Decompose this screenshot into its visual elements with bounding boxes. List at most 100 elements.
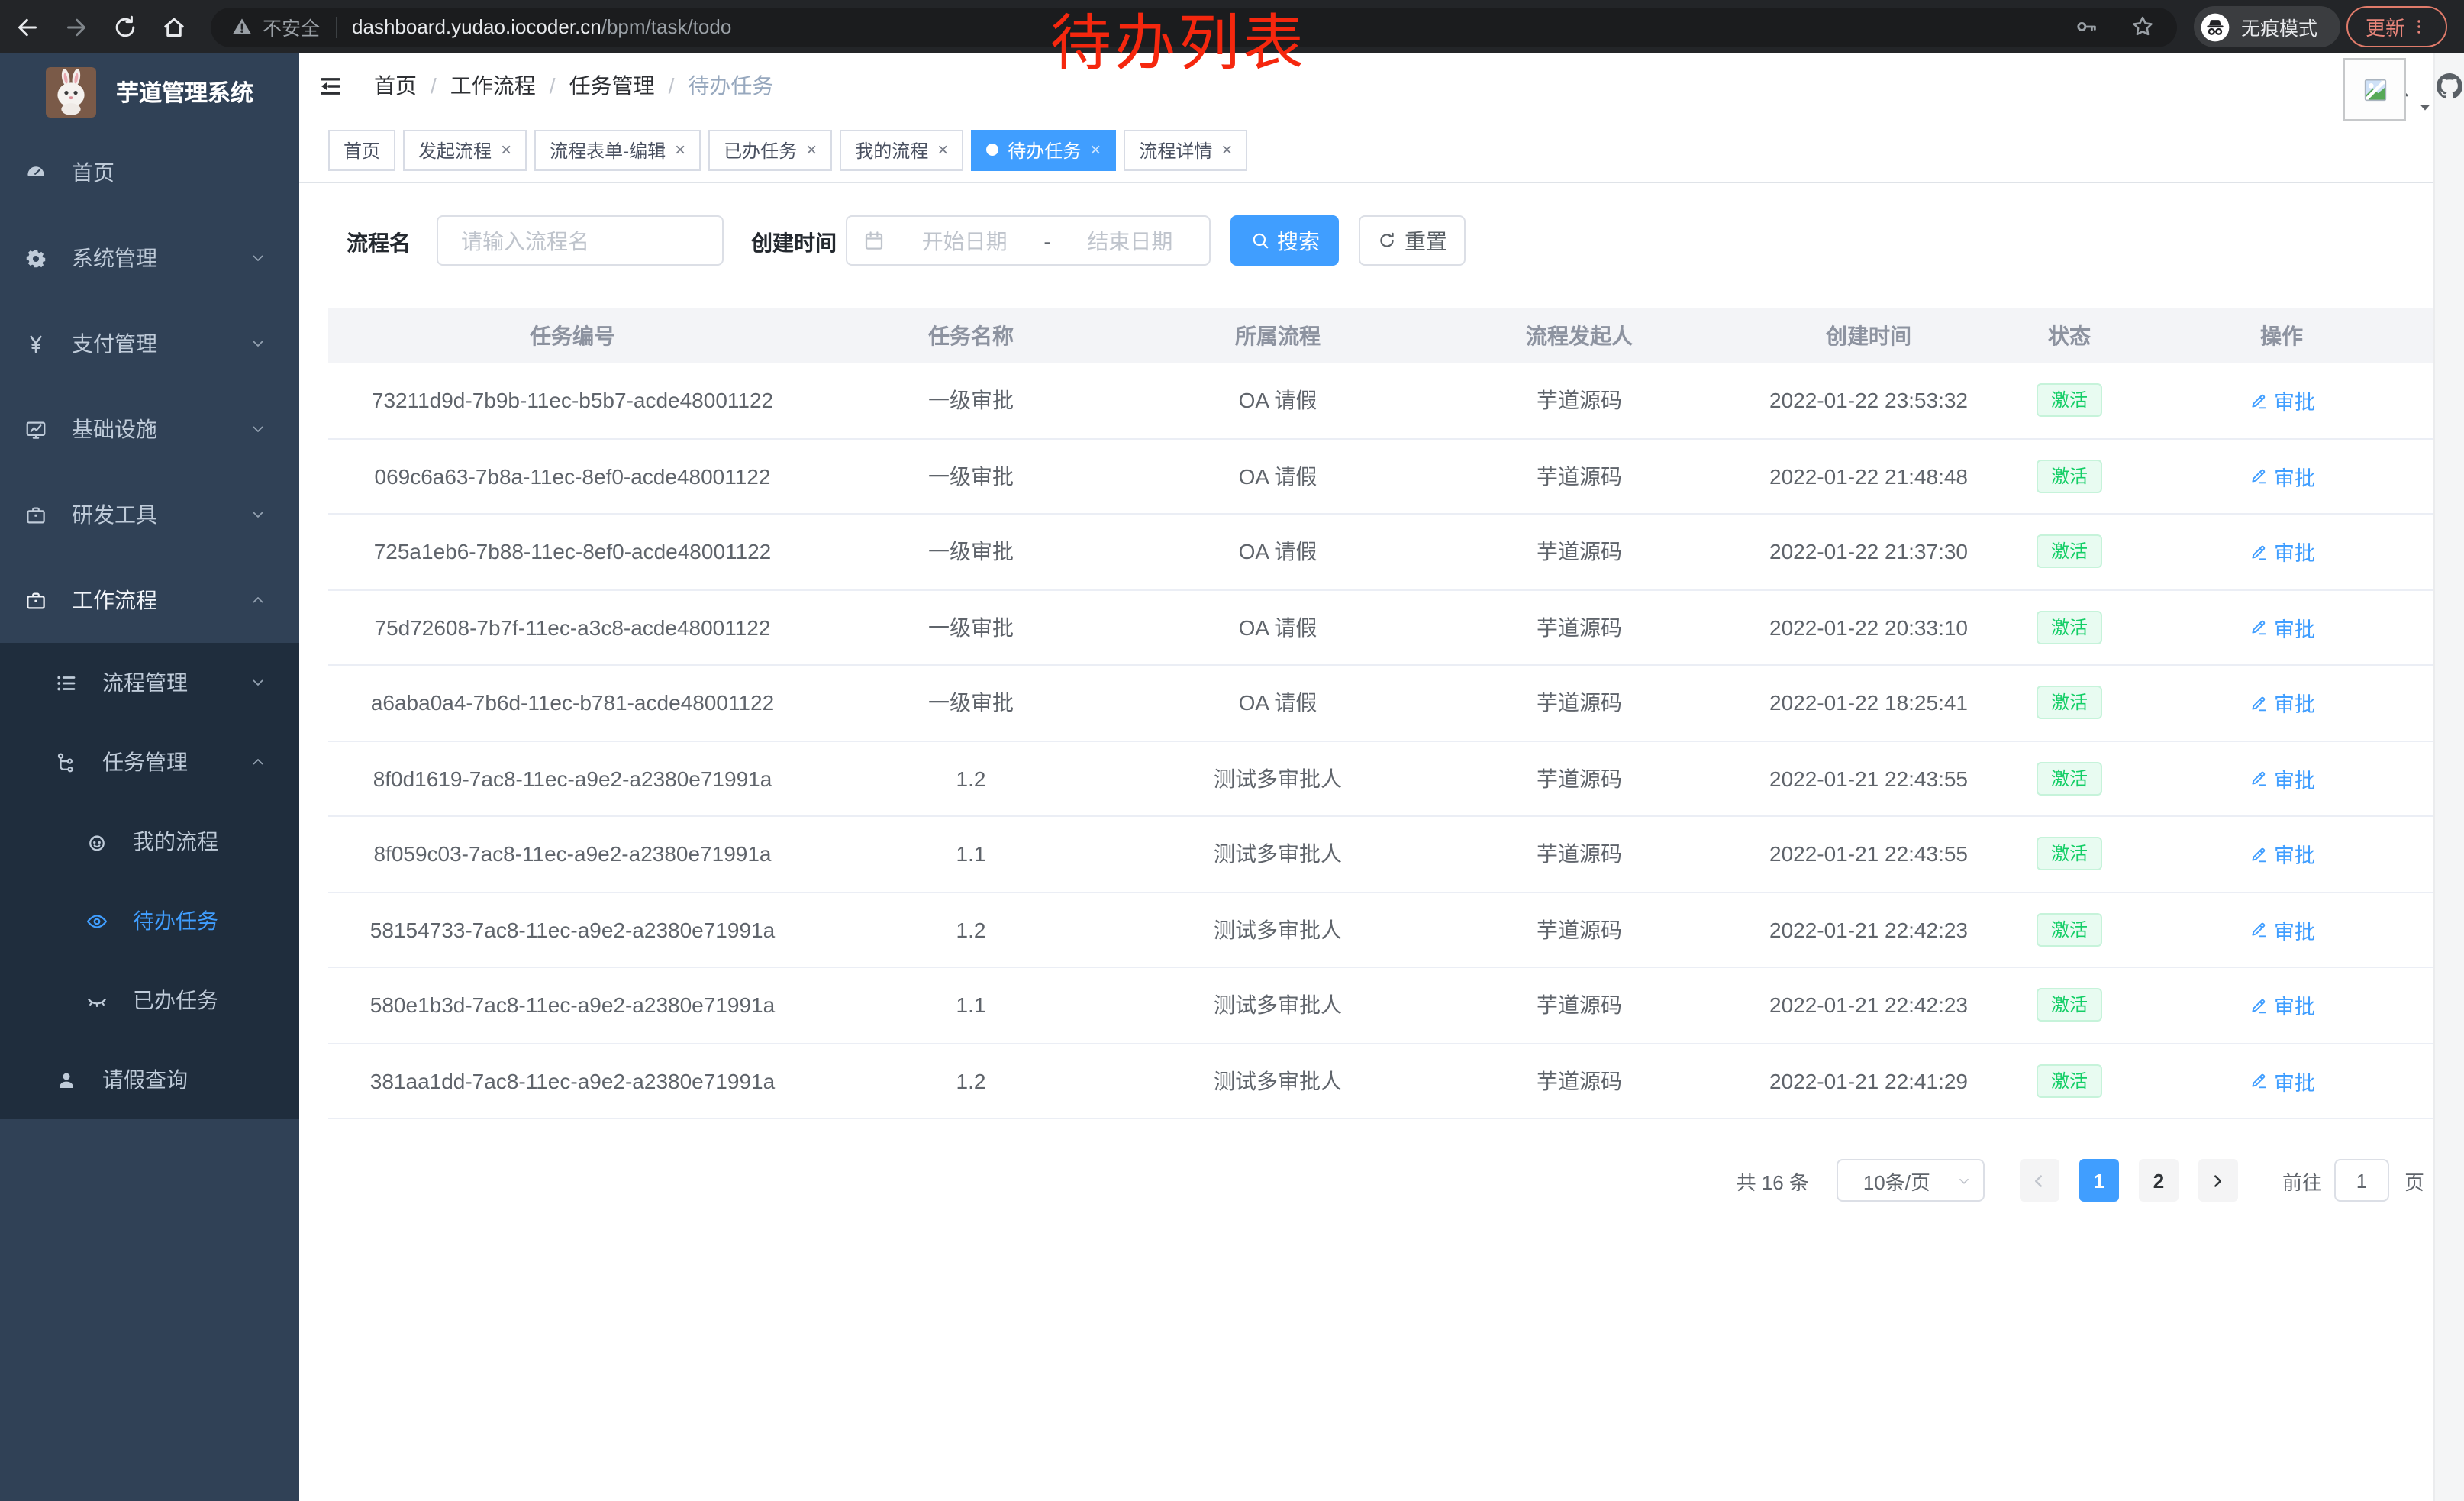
breadcrumb-item[interactable]: 首页: [374, 73, 417, 98]
approve-link[interactable]: 审批: [2248, 1066, 2315, 1096]
incognito-badge: 无痕模式: [2194, 6, 2340, 47]
page-number-button[interactable]: 1: [2079, 1159, 2119, 1202]
sidebar-item-workflow[interactable]: 工作流程: [0, 557, 299, 643]
task-initiator: 芋道源码: [1537, 388, 1622, 413]
tab-start[interactable]: 发起流程 ×: [403, 129, 527, 170]
reset-button[interactable]: 重置: [1359, 215, 1466, 266]
close-icon[interactable]: ×: [937, 139, 949, 160]
approve-link[interactable]: 审批: [2248, 839, 2315, 870]
task-created: 2022-01-21 22:41:29: [1769, 1068, 1968, 1093]
update-button[interactable]: 更新: [2346, 6, 2447, 47]
tab-todo[interactable]: 待办任务 ×: [971, 129, 1117, 170]
approve-link[interactable]: 审批: [2248, 612, 2315, 643]
tab-home[interactable]: 首页 ×: [328, 129, 396, 170]
tab-done[interactable]: 已办任务 ×: [708, 129, 833, 170]
eye-open-icon: [85, 909, 108, 932]
sidebar-item-task-mgmt[interactable]: 任务管理: [0, 722, 299, 802]
close-icon[interactable]: ×: [1221, 139, 1233, 160]
fold-icon[interactable]: [318, 73, 343, 98]
task-name: 一级审批: [928, 690, 1014, 715]
sidebar-item-system[interactable]: 系统管理: [0, 215, 299, 301]
sidebar-item-my-process[interactable]: 我的流程: [0, 802, 299, 881]
chevron-left-icon: [2030, 1170, 2050, 1190]
scrollbar-track[interactable]: [2433, 53, 2464, 1501]
approve-link[interactable]: 审批: [2248, 461, 2315, 492]
tab-detail[interactable]: 流程详情 ×: [1124, 129, 1248, 170]
edit-icon: [2248, 996, 2268, 1015]
task-id: 8f059c03-7ac8-11ec-a9e2-a2380e71991a: [373, 841, 772, 867]
table-row: 8f059c03-7ac8-11ec-a9e2-a2380e71991a 1.1…: [328, 817, 2433, 893]
address-bar[interactable]: 不安全 dashboard.yudao.iocoder.cn/bpm/task/…: [211, 7, 2177, 47]
breadcrumb-separator: /: [668, 73, 675, 98]
breadcrumb-item[interactable]: 工作流程: [450, 73, 536, 98]
sidebar-item-home[interactable]: 首页: [0, 130, 299, 215]
avatar[interactable]: [2343, 58, 2406, 121]
sidebar-item-leave-query[interactable]: 请假查询: [0, 1040, 299, 1119]
sidebar-item-done-task[interactable]: 已办任务: [0, 960, 299, 1040]
process-name-input[interactable]: [437, 215, 724, 266]
tab-mine[interactable]: 我的流程 ×: [840, 129, 964, 170]
caret-down-icon[interactable]: [2417, 99, 2433, 116]
next-page-button[interactable]: [2198, 1159, 2238, 1202]
task-initiator: 芋道源码: [1537, 766, 1622, 791]
tab-form-edit[interactable]: 流程表单-编辑 ×: [534, 129, 701, 170]
star-icon[interactable]: [2130, 14, 2156, 40]
prev-page-button[interactable]: [2019, 1159, 2059, 1202]
close-icon[interactable]: ×: [675, 139, 686, 160]
sidebar-item-process-mgmt[interactable]: 流程管理: [0, 643, 299, 722]
edit-icon: [2248, 920, 2268, 940]
task-name: 1.2: [956, 917, 986, 942]
close-icon[interactable]: ×: [501, 139, 512, 160]
key-icon[interactable]: [2073, 14, 2099, 40]
chevron-down-icon: [249, 505, 267, 524]
status-badge: 激活: [2037, 610, 2101, 644]
eye-closed-icon: [85, 989, 108, 1012]
sidebar-item-infra[interactable]: 基础设施: [0, 386, 299, 472]
sidebar-item-devtools[interactable]: 研发工具: [0, 472, 299, 557]
page-header: 首页 / 工作流程 / 任务管理 / 待办任务 /: [299, 53, 2462, 118]
edit-icon: [2248, 542, 2268, 562]
address-divider: [335, 16, 337, 37]
task-process: OA 请假: [1238, 690, 1317, 715]
goto-page-input[interactable]: [2333, 1159, 2389, 1202]
dots-vertical-icon[interactable]: [2408, 17, 2428, 37]
breadcrumb-item[interactable]: 待办任务: [688, 73, 774, 98]
warning-icon: [231, 15, 253, 38]
status-badge: 激活: [2037, 988, 2101, 1022]
page-number-button[interactable]: 2: [2138, 1159, 2179, 1202]
arrow-left-icon[interactable]: [14, 13, 41, 40]
sidebar-item-todo-task[interactable]: 待办任务: [0, 881, 299, 960]
breadcrumb: 首页 / 工作流程 / 任务管理 / 待办任务 /: [374, 70, 773, 101]
approve-link[interactable]: 审批: [2248, 688, 2315, 718]
approve-link[interactable]: 审批: [2248, 386, 2315, 416]
arrow-right-icon[interactable]: [63, 13, 90, 40]
user-icon: [55, 1068, 78, 1091]
reload-icon[interactable]: [111, 13, 139, 40]
chevron-down-icon: [249, 334, 267, 353]
app-logo[interactable]: 芋道管理系统: [0, 53, 299, 130]
close-icon[interactable]: ×: [1090, 139, 1101, 160]
sidebar-item-payment[interactable]: 支付管理: [0, 301, 299, 386]
approve-link[interactable]: 审批: [2248, 537, 2315, 567]
task-created: 2022-01-22 21:48:48: [1769, 463, 1968, 489]
home-icon[interactable]: [160, 13, 188, 40]
task-process: 测试多审批人: [1214, 1068, 1342, 1093]
approve-link[interactable]: 审批: [2248, 763, 2315, 794]
date-range-input[interactable]: 开始日期 - 结束日期: [846, 215, 1211, 266]
column-header: 流程发起人: [1526, 324, 1633, 348]
approve-link[interactable]: 审批: [2248, 915, 2315, 945]
edit-icon: [2248, 618, 2268, 638]
table-row: 381aa1dd-7ac8-11ec-a9e2-a2380e71991a 1.2…: [328, 1044, 2433, 1119]
status-badge: 激活: [2037, 459, 2101, 493]
close-icon[interactable]: ×: [806, 139, 818, 160]
task-initiator: 芋道源码: [1537, 539, 1622, 564]
github-icon[interactable]: [2437, 73, 2462, 98]
approve-link[interactable]: 审批: [2248, 990, 2315, 1021]
breadcrumb-item[interactable]: 任务管理: [569, 73, 655, 98]
task-id: 58154733-7ac8-11ec-a9e2-a2380e71991a: [369, 917, 776, 942]
page-size-select[interactable]: 10条/页: [1836, 1159, 1985, 1202]
tab-bar: 首页 × 发起流程 × 流程表单-编辑 × 已办任务 ×: [299, 118, 2433, 183]
column-header: 操作: [2260, 324, 2303, 348]
search-button[interactable]: 搜索: [1230, 215, 1339, 266]
